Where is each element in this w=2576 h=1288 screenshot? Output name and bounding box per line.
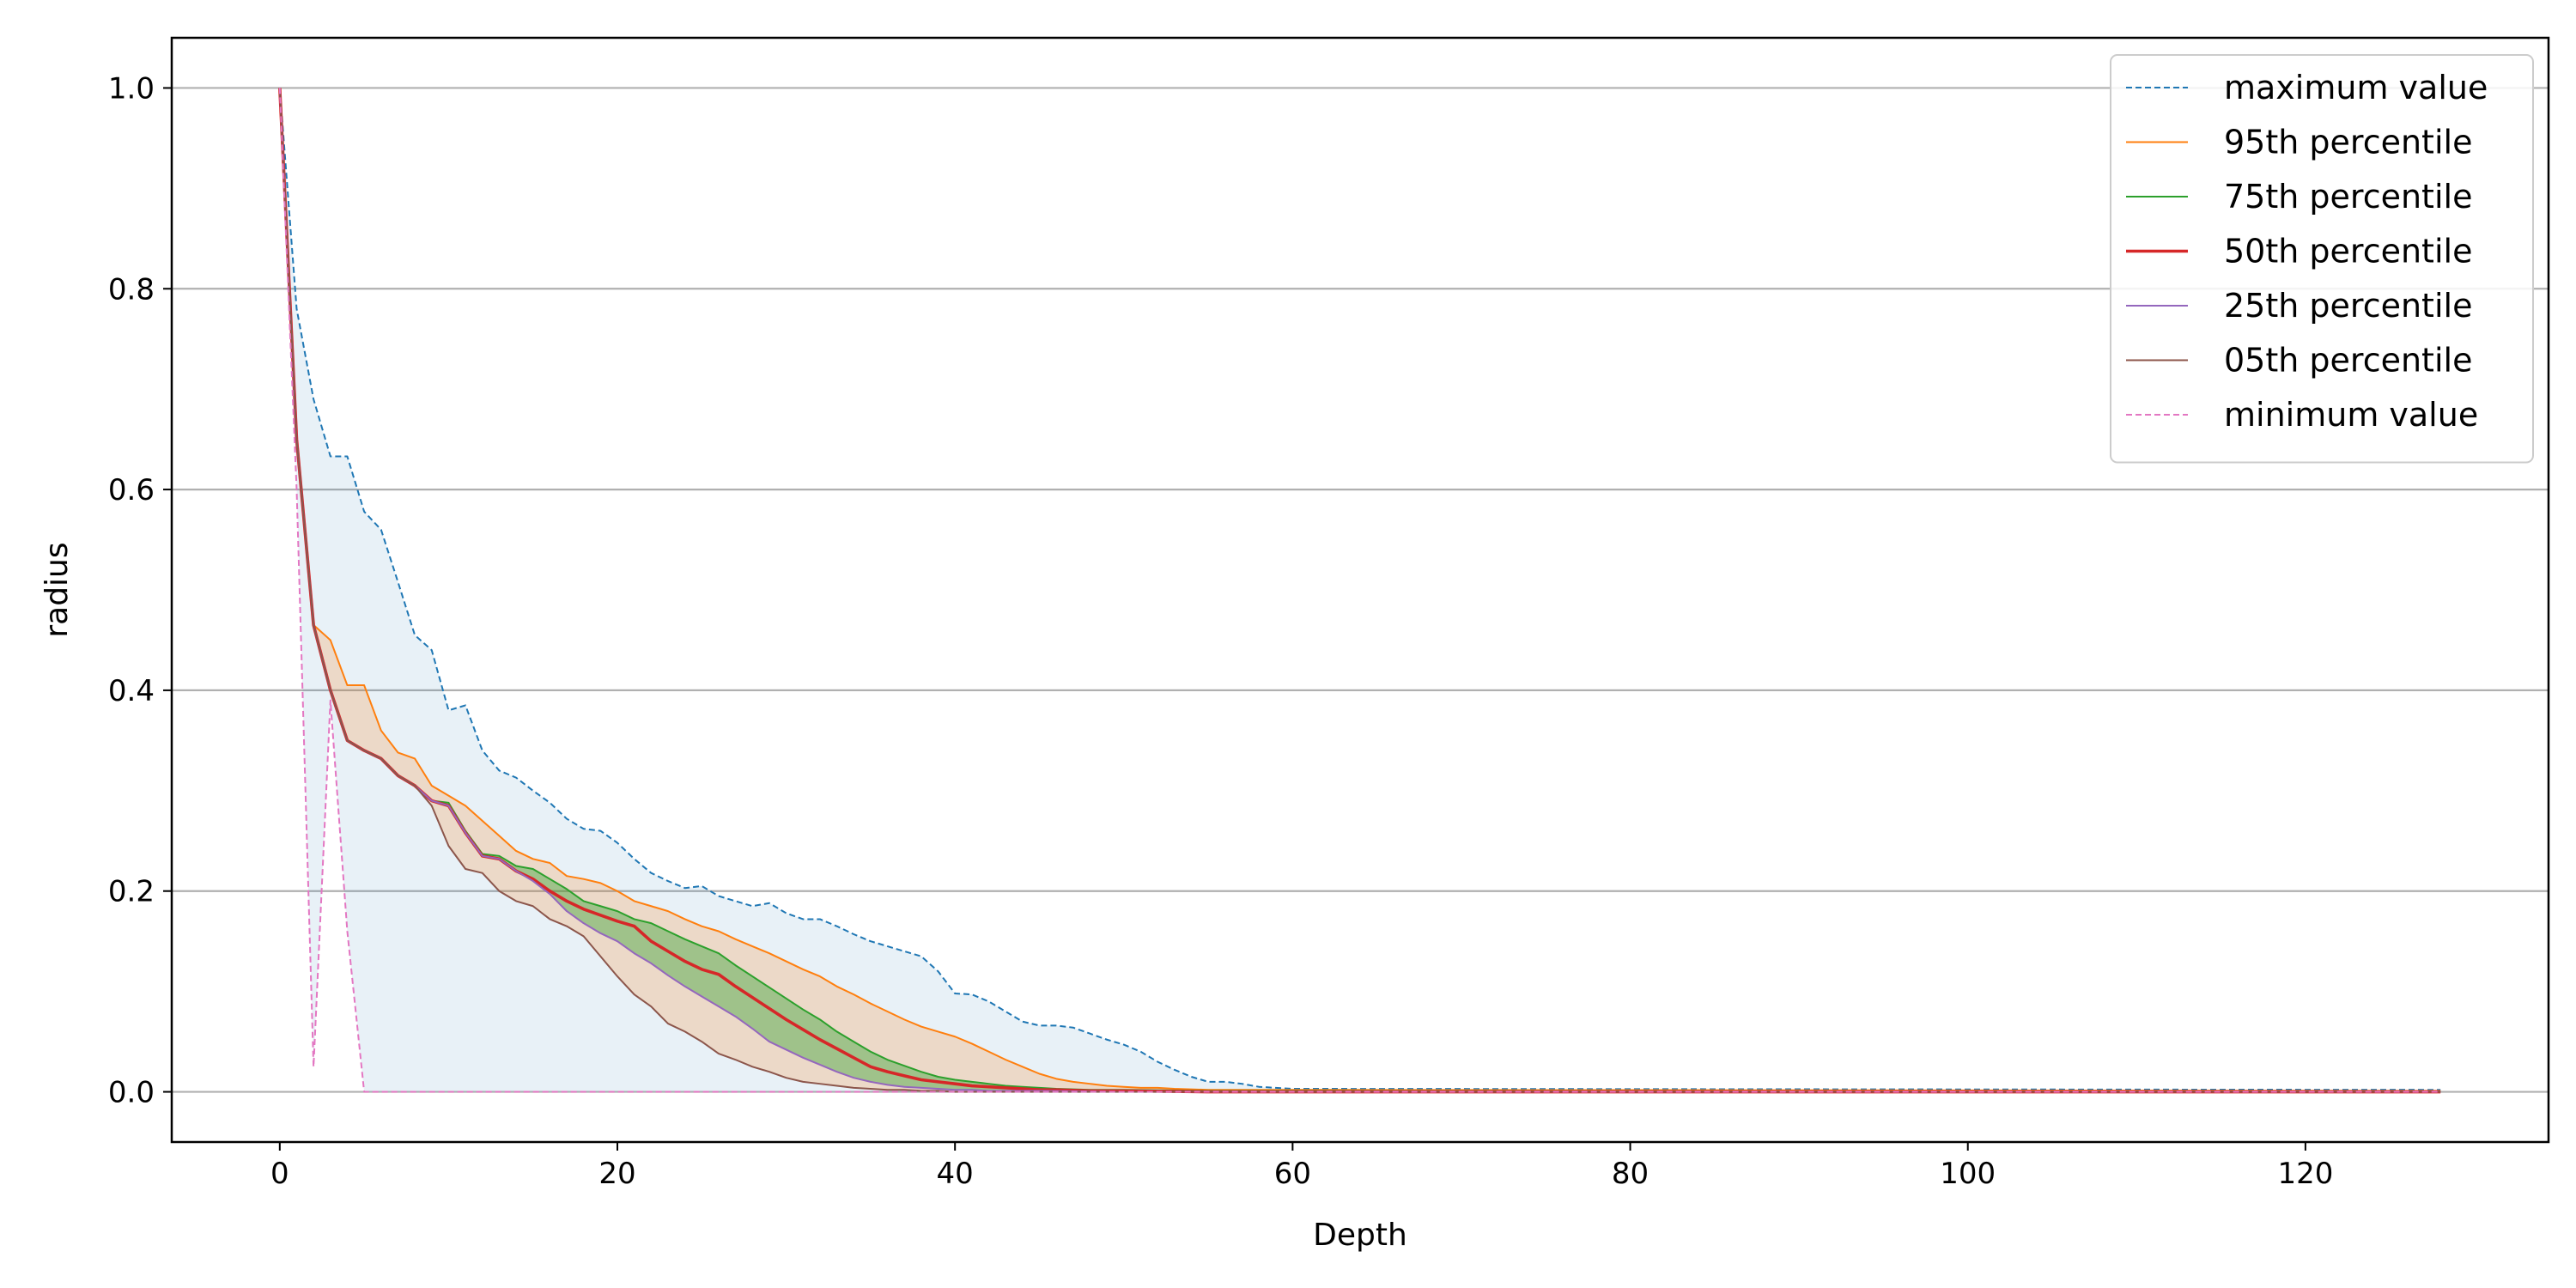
y-tick-label-2: 0.4 — [108, 674, 155, 708]
legend: maximum value 95th percentile 75th percent… — [2110, 54, 2534, 464]
series-line-95th-percentile — [278, 88, 2441, 1092]
x-tick-label-2: 40 — [937, 1157, 974, 1191]
band-layer — [279, 88, 2441, 1092]
legend-label-50th-percentile: 50th percentile — [2224, 233, 2472, 270]
series-line-05th-percentile — [278, 88, 2441, 1093]
plot-frame — [170, 36, 2550, 1144]
x-tick-label-4: 80 — [1612, 1157, 1649, 1191]
legend-label-maximum-value: maximum value — [2224, 69, 2488, 106]
band-maximum-value-to-minimum-value — [279, 88, 2441, 1092]
x-tick-label-5: 100 — [1940, 1157, 1996, 1191]
x-axis-label: Depth — [1313, 1218, 1407, 1253]
y-tick-label-0: 0.0 — [108, 1076, 155, 1110]
legend-box — [2110, 54, 2534, 464]
x-tick-label-3: 60 — [1274, 1157, 1311, 1191]
y-tick-label-4: 0.8 — [108, 272, 155, 307]
series-line-maximum-value — [278, 88, 2441, 1091]
legend-label-minimum-value: minimum value — [2224, 396, 2478, 434]
legend-label-75th-percentile: 75th percentile — [2224, 178, 2472, 216]
series-layer — [278, 88, 2441, 1094]
series-line-minimum-value — [278, 88, 2441, 1093]
y-axis-label: radius — [39, 542, 75, 637]
y-tick-label-3: 0.6 — [108, 473, 155, 507]
x-tick-label-1: 20 — [598, 1157, 635, 1191]
x-tick-label-0: 0 — [270, 1157, 289, 1191]
legend-label-95th-percentile: 95th percentile — [2224, 124, 2472, 161]
y-tick-label-5: 1.0 — [108, 71, 155, 106]
y-tick-label-1: 0.2 — [108, 875, 155, 909]
legend-label-05th-percentile: 05th percentile — [2224, 342, 2472, 380]
legend-label-25th-percentile: 25th percentile — [2224, 287, 2472, 325]
tick-layer: 0 20 40 60 80 100 120 0.0 0.2 0.4 0.6 0.8 1.0 — [108, 71, 2333, 1191]
x-tick-label-6: 120 — [2277, 1157, 2333, 1191]
